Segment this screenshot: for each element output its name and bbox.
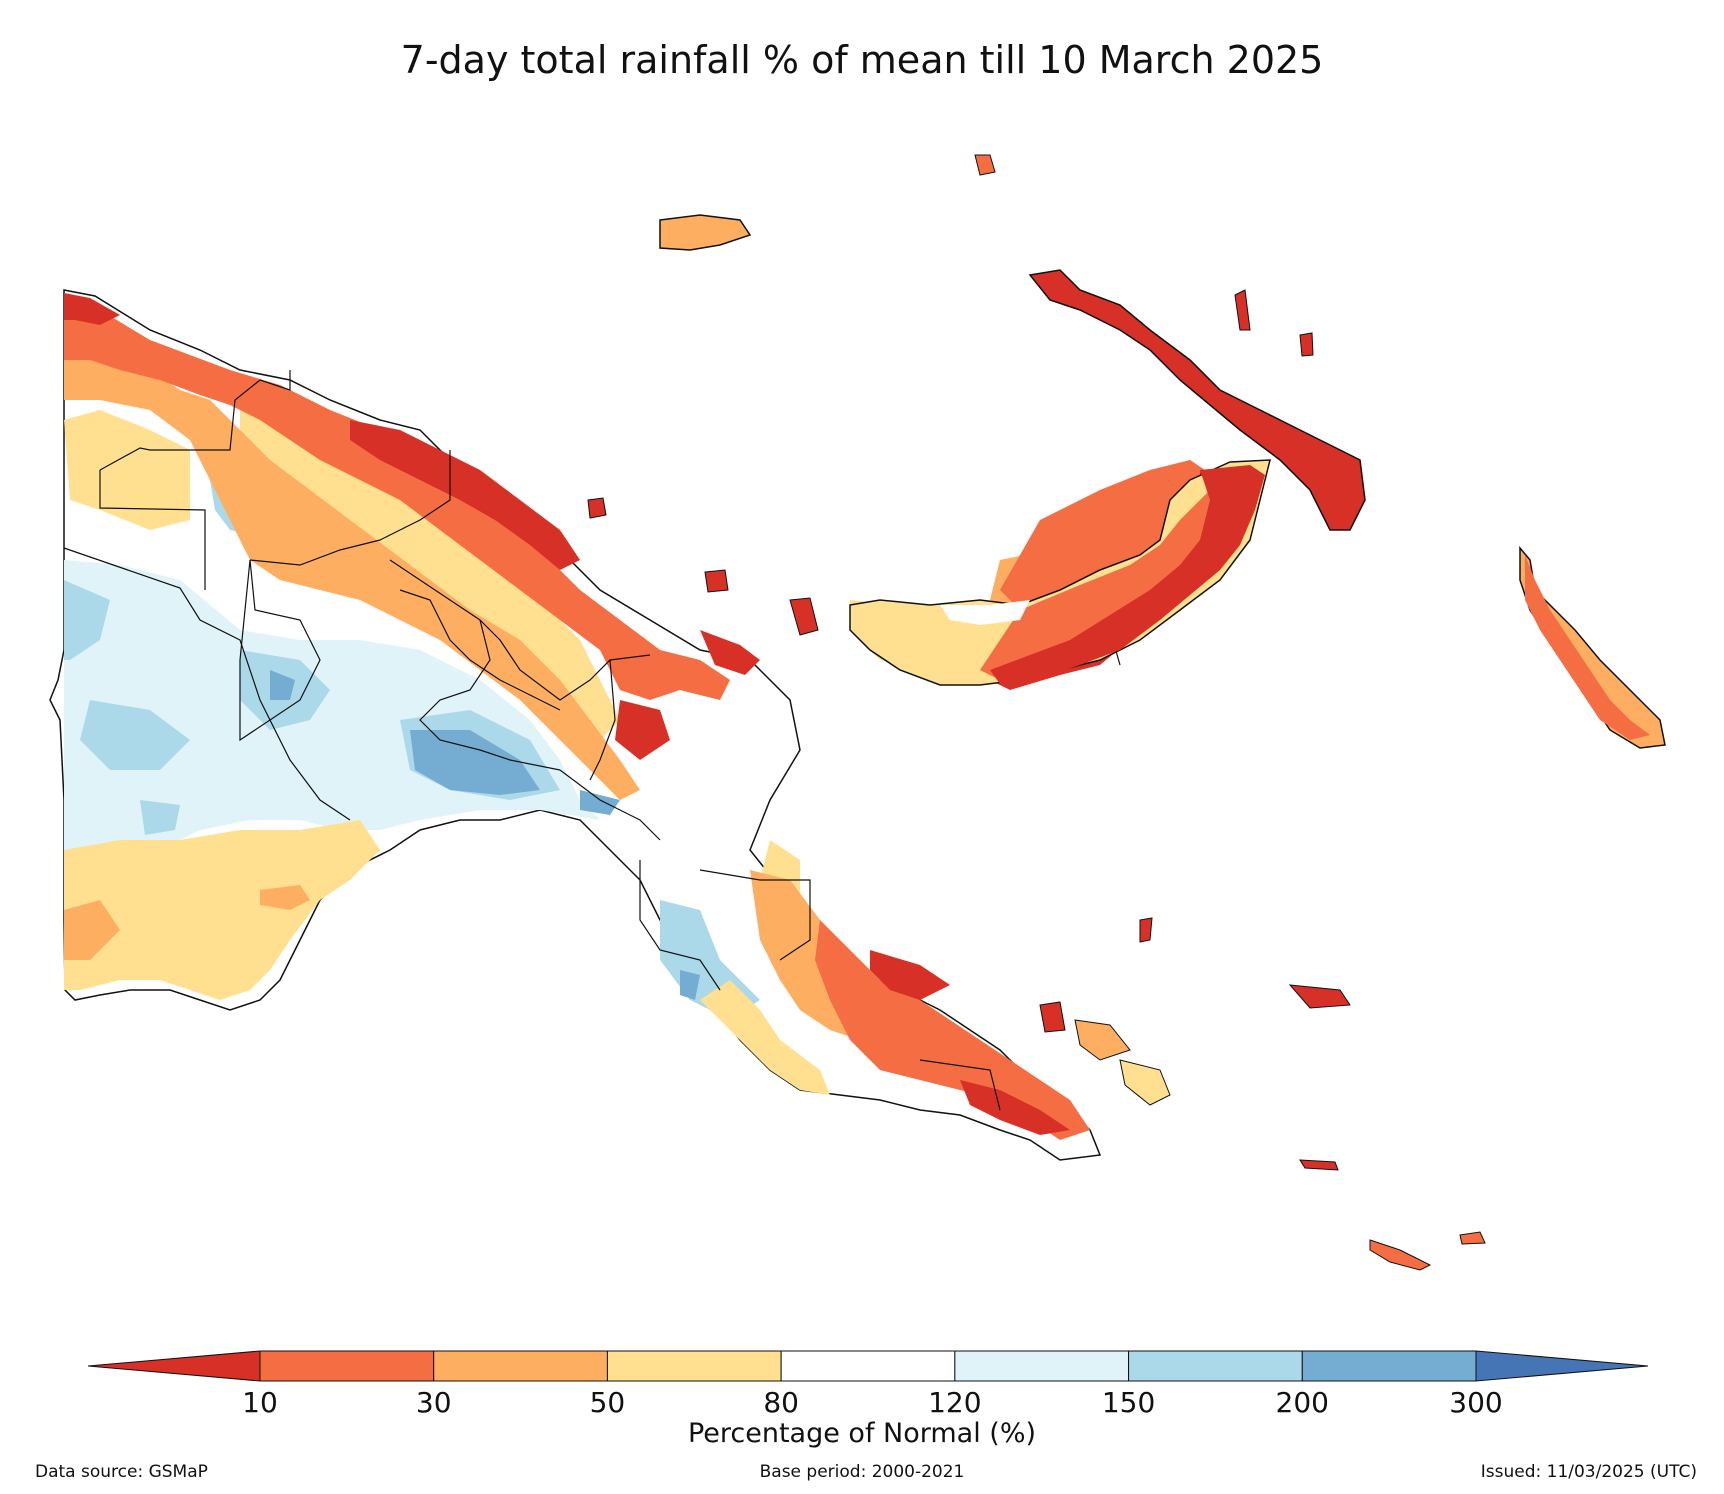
new-ireland — [1028, 269, 1366, 531]
colorbar-segment — [954, 1350, 1130, 1382]
colorbar-segment — [259, 1350, 435, 1382]
long-island — [704, 569, 729, 593]
orange-zone — [64, 300, 1230, 1140]
data-source-note: Data source: GSMaP — [35, 1462, 208, 1482]
umboi-island — [789, 597, 819, 636]
colorbar-tick-label: 200 — [1275, 1386, 1330, 1419]
new-britain-orange — [980, 480, 1250, 680]
goodenough-island — [1039, 1001, 1066, 1033]
colorbar-tick-label: 30 — [415, 1386, 452, 1419]
karkar-island — [587, 497, 607, 519]
colorbar-arrow-high — [1475, 1350, 1649, 1382]
lihir-island — [1234, 289, 1251, 331]
tagula-island — [1369, 1239, 1432, 1271]
colorbar-tick-label: 80 — [763, 1386, 799, 1419]
mussau-island — [974, 154, 996, 176]
colorbar-segment — [1301, 1350, 1477, 1382]
new-britain-red — [990, 465, 1265, 684]
colorbar-tick-label: 300 — [1449, 1386, 1503, 1419]
north-yellow-zone — [64, 380, 830, 1095]
new-britain — [849, 459, 1271, 686]
map-title: 7-day total rainfall % of mean till 10 M… — [400, 38, 1324, 82]
colorbar-tick-label: 150 — [1101, 1386, 1156, 1419]
colorbar-segment — [606, 1350, 782, 1382]
colorbar-arrow-low — [87, 1350, 261, 1382]
manus-island — [659, 214, 752, 251]
rossel-island — [1459, 1231, 1486, 1245]
fergusson-island — [1074, 1019, 1131, 1061]
trobriand-islands — [1139, 917, 1153, 943]
colorbar-segment — [433, 1350, 608, 1382]
normanby-island — [1119, 1059, 1171, 1106]
issued-date-note: Issued: 11/03/2025 (UTC) — [1480, 1462, 1697, 1482]
base-period-note: Base period: 2000-2021 — [759, 1462, 965, 1482]
colorbar-segment — [1128, 1350, 1303, 1382]
colorbar-tick-label: 50 — [589, 1386, 626, 1419]
colorbar-tick-label: 10 — [242, 1386, 278, 1419]
colorbar-tick-label: 120 — [928, 1386, 982, 1419]
new-britain-white — [940, 600, 1030, 625]
west-blue-zone — [64, 480, 760, 1020]
tabar-island — [1299, 332, 1314, 357]
colorbar-segment — [780, 1350, 956, 1382]
misima-island — [1299, 1159, 1339, 1171]
woodlark-island — [1288, 984, 1351, 1009]
light-orange-zone — [64, 330, 1160, 1075]
rainfall-map — [49, 154, 1666, 1271]
colorbar-label: Percentage of Normal (%) — [687, 1418, 1037, 1449]
